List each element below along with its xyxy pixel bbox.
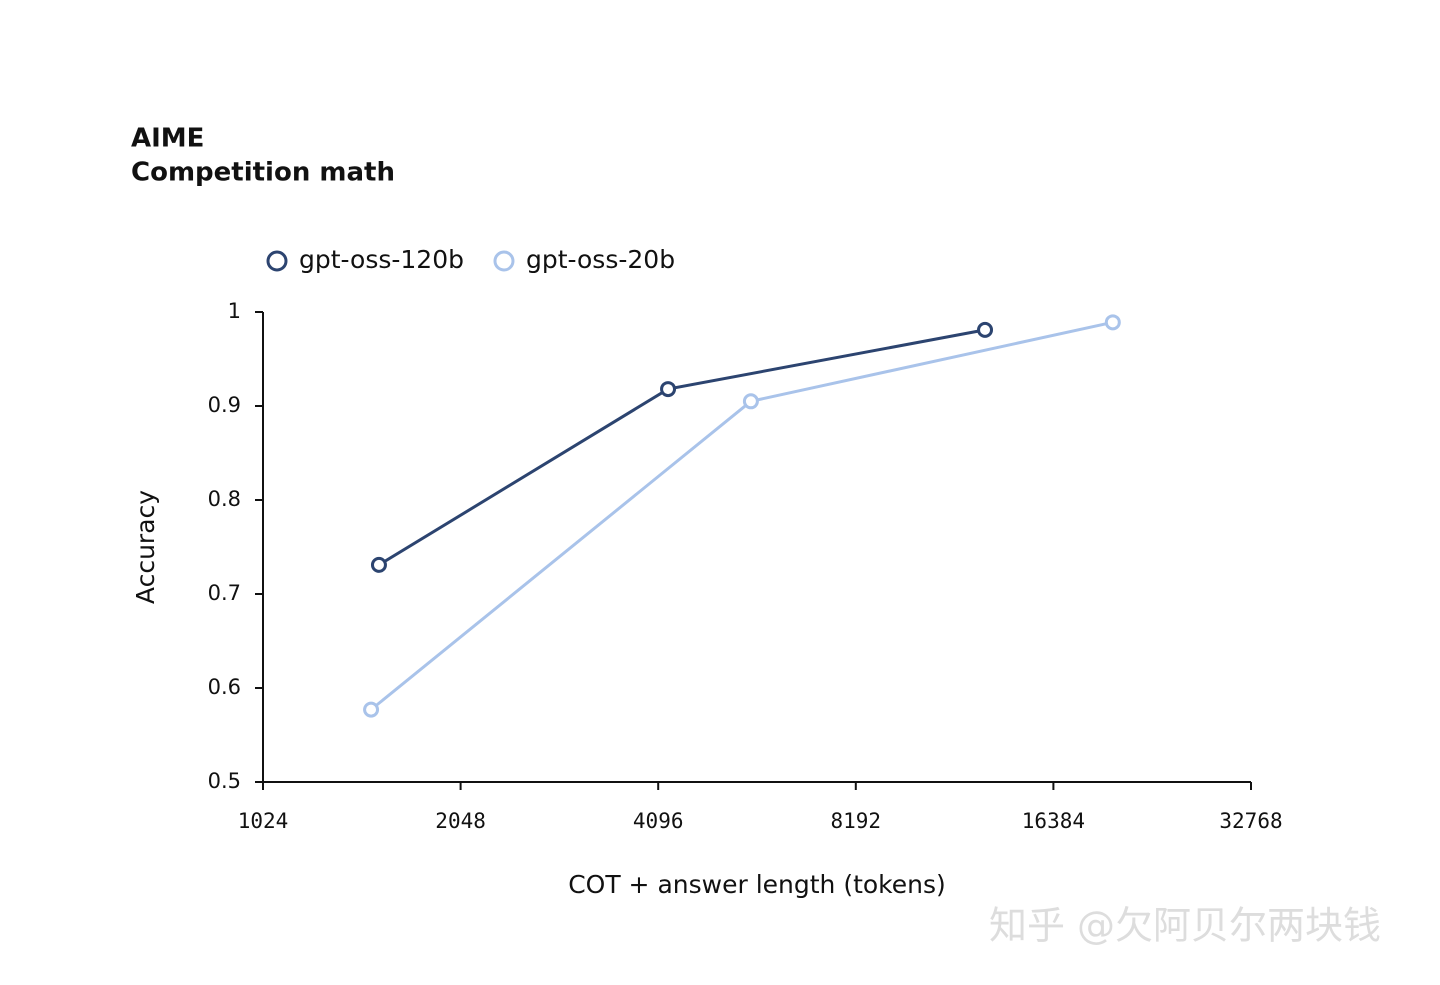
y-tick-label: 0.6 (208, 675, 241, 699)
y-tick-label: 0.9 (208, 393, 241, 417)
y-tick-label: 0.5 (208, 769, 241, 793)
x-axis-label: COT + answer length (tokens) (568, 870, 946, 899)
x-tick-label: 8192 (831, 809, 882, 833)
chart-subtitle: Competition math (131, 158, 395, 188)
x-tick-label: 1024 (238, 809, 289, 833)
x-tick-label: 32768 (1219, 809, 1282, 833)
point (370, 556, 387, 573)
point (1104, 314, 1121, 331)
series-line (378, 328, 986, 567)
legend-marker (266, 250, 288, 272)
point (977, 321, 994, 338)
chart-title: AIME (131, 124, 204, 154)
x-tick-label: 4096 (633, 809, 684, 833)
x-tick-label: 2048 (435, 809, 486, 833)
y-axis-label: Accuracy (131, 490, 160, 604)
point (742, 393, 759, 410)
legend-marker (493, 250, 515, 272)
y-tick-label: 0.8 (208, 487, 241, 511)
point (660, 381, 677, 398)
point (363, 701, 380, 718)
x-tick-label: 16384 (1022, 809, 1085, 833)
legend-label: gpt-oss-20b (526, 245, 675, 274)
watermark: 知乎 @欠阿贝尔两块钱 (989, 904, 1381, 948)
legend-label: gpt-oss-120b (299, 245, 464, 274)
y-tick-label: 1 (228, 299, 241, 323)
y-tick-label: 0.7 (208, 581, 241, 605)
series-line (370, 320, 1114, 711)
